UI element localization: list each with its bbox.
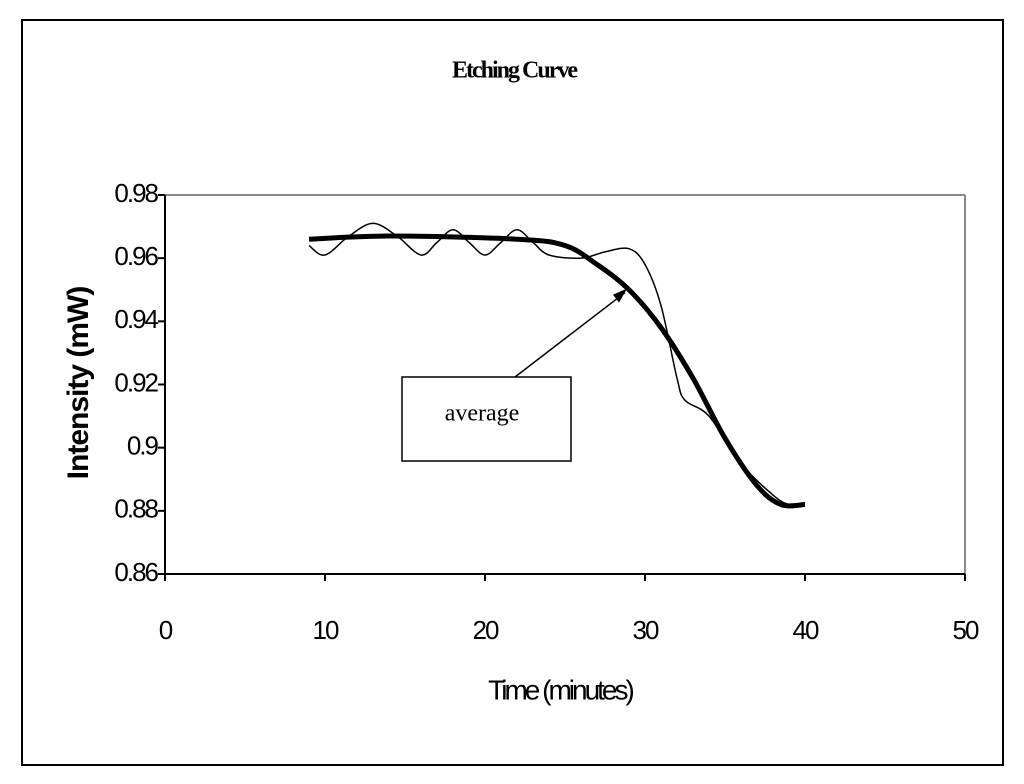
chart-title: Etching Curve	[452, 58, 578, 84]
x-axis-label: Time (minutes)	[488, 674, 633, 705]
y-tick-label: 0.96	[114, 241, 158, 271]
y-tick-label: 0.98	[114, 178, 158, 208]
x-tick-label: 10	[313, 615, 339, 645]
line-series	[308, 233, 806, 509]
y-tick-label: 0.88	[114, 494, 158, 524]
y-tick-label: 0.92	[114, 367, 158, 397]
annotation-text: average	[445, 401, 520, 427]
x-tick-label: 30	[633, 615, 659, 645]
x-tick-label: 0	[159, 615, 173, 645]
y-axis-label: Intensity (mW)	[62, 287, 95, 480]
y-tick-label: 0.94	[114, 304, 158, 334]
y-tick-label: 0.86	[114, 557, 158, 587]
annotation-arrowhead	[613, 288, 627, 303]
x-tick-label: 20	[473, 615, 499, 645]
annotation-arrow	[514, 291, 626, 378]
annotation-box	[401, 376, 572, 462]
x-tick-label: 50	[953, 615, 979, 645]
x-tick-label: 40	[793, 615, 819, 645]
y-tick-label: 0.9	[127, 431, 159, 461]
